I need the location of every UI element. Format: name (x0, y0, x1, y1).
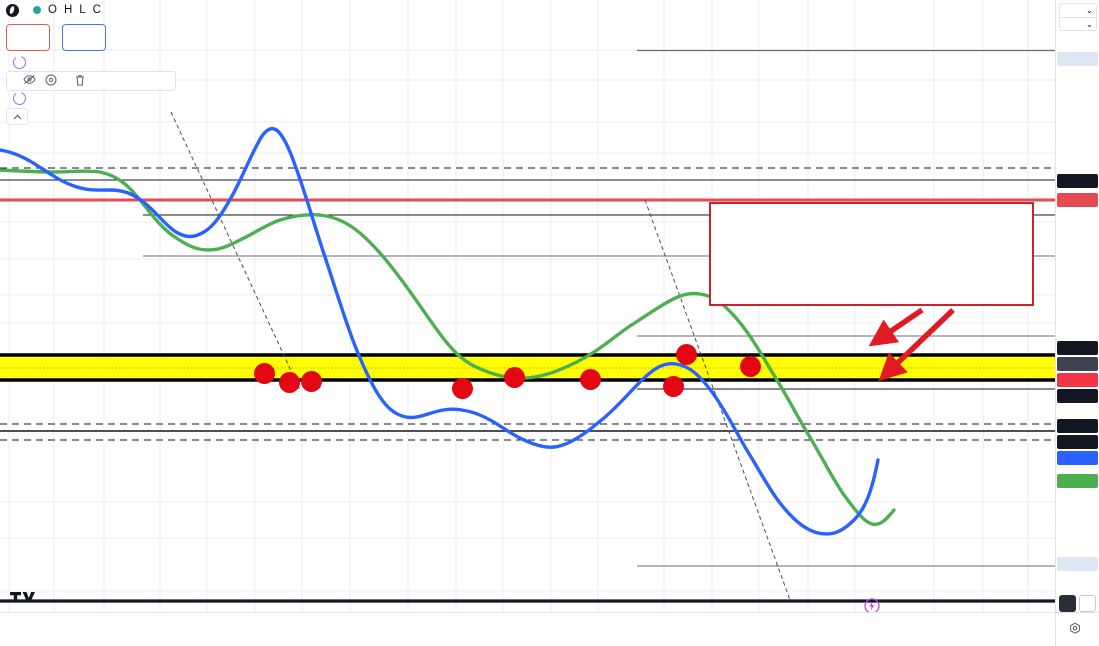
chart-svg (0, 0, 1055, 612)
refresh-icon[interactable] (13, 92, 26, 105)
price-tag-6145 (1057, 389, 1098, 403)
price-tag-5978 (1057, 435, 1098, 449)
settings-icon[interactable] (45, 74, 57, 89)
ohlc-values: O H L C (48, 4, 126, 16)
log-scale-button[interactable] (1079, 595, 1096, 612)
sma200-line (0, 168, 896, 527)
tradingview-logo-icon (10, 590, 40, 609)
price-tag-last (1057, 373, 1098, 387)
currency-row[interactable]: ⌄ (1060, 4, 1096, 17)
touch-marker-7[interactable] (663, 376, 684, 397)
price-tag-6010 (1057, 419, 1098, 433)
chart-header: O H L C (0, 0, 1099, 20)
time-scale[interactable] (0, 612, 1099, 646)
ohlc-h-key: H (63, 4, 73, 16)
touch-marker-5[interactable] (504, 367, 525, 388)
sma100-line (0, 126, 880, 536)
buy-button[interactable] (62, 24, 106, 51)
sell-button[interactable] (6, 24, 50, 51)
price-tag-sma200 (1057, 474, 1098, 488)
horizontal-levels (0, 49, 1055, 603)
price-tag-sma100 (1057, 451, 1098, 465)
collapse-legend-button[interactable] (6, 108, 28, 125)
price-scale[interactable] (1055, 0, 1099, 612)
timescale-settings-icon[interactable] (1068, 622, 1082, 639)
indicator-sma100[interactable] (8, 56, 31, 69)
touch-marker-9[interactable] (740, 356, 761, 377)
auto-scale-button[interactable] (1059, 595, 1076, 612)
currency-selector[interactable]: ⌄ ⌄ (1059, 3, 1097, 31)
touch-marker-6[interactable] (580, 369, 601, 390)
price-tag-low (1057, 557, 1098, 571)
ohlc-c-key: C (92, 4, 101, 16)
ohlc-l-key: L (79, 4, 86, 16)
refresh-icon[interactable] (13, 56, 26, 69)
trash-icon[interactable] (75, 74, 85, 89)
price-tag-6697 (1057, 174, 1098, 188)
trade-panel (6, 24, 106, 51)
chevron-down-icon[interactable]: ⌄ (1085, 5, 1093, 15)
price-tag-high (1057, 52, 1098, 66)
usoil-logo-icon (6, 3, 19, 17)
touch-marker-1[interactable] (254, 363, 275, 384)
touch-marker-4[interactable] (452, 378, 473, 399)
ohlc-o-key: O (48, 4, 57, 16)
price-tag-6174 (1057, 357, 1098, 371)
touch-marker-8[interactable] (676, 344, 697, 365)
indicator-sma200[interactable] (8, 92, 31, 105)
chevron-down-icon[interactable]: ⌄ (1085, 18, 1093, 29)
chart-gridlines (0, 0, 1055, 612)
indicator-sma50-row[interactable] (6, 71, 176, 91)
touch-marker-3[interactable] (301, 371, 322, 392)
price-tag-6194 (1057, 341, 1098, 355)
price-tag-6642 (1057, 193, 1098, 207)
timescale-divider (1055, 613, 1056, 646)
eye-off-icon[interactable] (23, 74, 36, 88)
touch-marker-2[interactable] (279, 372, 300, 393)
market-open-dot (33, 6, 41, 14)
scale-mode-buttons (1059, 595, 1096, 612)
analyst-annotation-box (709, 202, 1034, 306)
price-chart-plot[interactable] (0, 0, 1055, 612)
unit-row[interactable]: ⌄ (1060, 17, 1096, 30)
